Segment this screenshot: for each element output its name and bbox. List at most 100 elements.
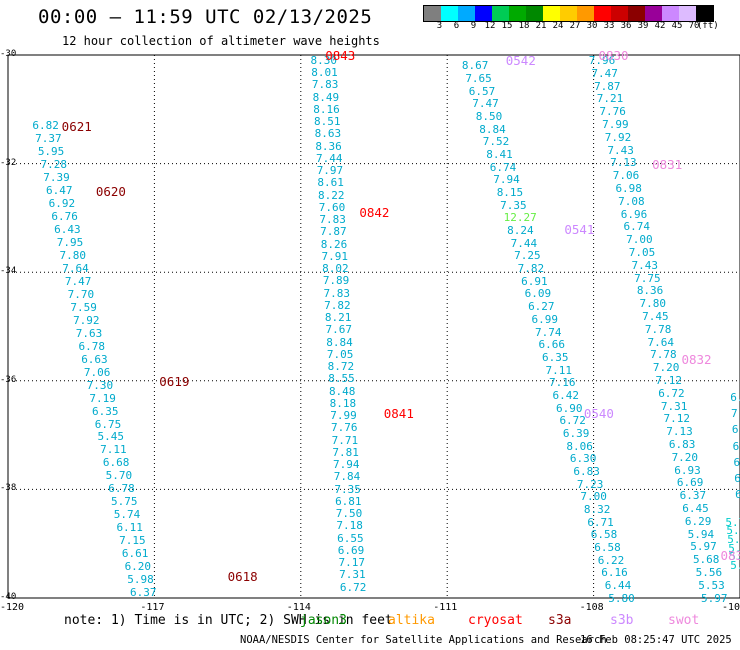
satellite-legend-item: swot xyxy=(668,613,700,628)
legend-label: 9 xyxy=(470,21,477,31)
wave-height-value: 7.17 xyxy=(338,556,365,570)
legend-swatch xyxy=(441,6,458,21)
wave-height-value: 6.72 xyxy=(658,386,685,400)
wave-height-value: 5.67 xyxy=(730,558,740,572)
wave-height-value: 7.11 xyxy=(100,443,127,457)
legend-label: 36 xyxy=(620,21,632,31)
wave-height-value: 8.26 xyxy=(320,237,348,251)
legend-label: 6 xyxy=(453,21,460,31)
wave-height-value: 8.67 xyxy=(461,59,489,73)
wave-height-value: 7.82 xyxy=(517,262,545,276)
wave-height-value: 8.18 xyxy=(329,396,357,410)
pass-label: 0833 xyxy=(720,547,740,563)
legend-label: 12 xyxy=(484,21,496,31)
wave-height-value: 8.30 xyxy=(310,54,338,67)
legend-label: 45 xyxy=(671,21,683,31)
wave-height-value: 6.15 xyxy=(735,488,740,502)
legend-swatch xyxy=(611,6,628,21)
legend-swatch xyxy=(696,6,713,21)
wave-height-value: 7.43 xyxy=(607,143,634,157)
wave-height-value: 7.70 xyxy=(67,287,95,301)
legend-label: 21 xyxy=(535,21,547,31)
wave-height-value: 6.83 xyxy=(573,464,600,478)
wave-height-value: 7.08 xyxy=(618,194,645,208)
legend-swatch xyxy=(645,6,662,21)
wave-height-value: 8.41 xyxy=(486,148,513,162)
wave-height-value: 7.19 xyxy=(89,391,116,405)
wave-height-value: 7.12 xyxy=(663,412,691,426)
wave-height-value: 5.75 xyxy=(111,495,138,509)
legend-label: 18 xyxy=(518,21,530,31)
wave-height-value: 6.90 xyxy=(555,401,583,415)
lon-tick-label: -108 xyxy=(579,602,604,613)
wave-height-value: 7.92 xyxy=(73,313,100,327)
wave-height-value: 6.47 xyxy=(45,184,73,198)
wave-height-value: 7.23 xyxy=(576,477,604,491)
wave-height-value: 7.13 xyxy=(666,425,693,439)
lat-tick-label: -40 xyxy=(0,592,17,602)
wave-height-value: 8.36 xyxy=(636,284,664,298)
wave-height-value: 6.11 xyxy=(116,521,143,535)
wave-height-value: 6.63 xyxy=(81,352,108,366)
wave-height-value: 7.59 xyxy=(70,300,97,314)
lat-tick-label: -38 xyxy=(0,483,17,494)
wave-height-value: 6.42 xyxy=(552,388,579,402)
wave-height-value: 7.06 xyxy=(612,169,640,183)
wave-height-value: 6.93 xyxy=(674,463,701,477)
legend-swatch xyxy=(594,6,611,21)
wave-height-value: 6.20 xyxy=(124,560,152,574)
pass-label: 0831 xyxy=(652,156,683,172)
legend-label: 33 xyxy=(603,21,615,31)
wave-height-value: 7.28 xyxy=(40,158,68,172)
footer-credit: NOAA/NESDIS Center for Satellite Applica… xyxy=(240,634,607,646)
wave-height-value: 6.06 xyxy=(734,472,740,486)
wave-height-value: 6.37 xyxy=(679,489,707,503)
wave-height-value: 7.47 xyxy=(472,97,499,111)
legend-label: 39 xyxy=(637,21,649,31)
wave-height-value: 7.95 xyxy=(56,235,84,249)
wave-height-value: 6.55 xyxy=(337,531,364,545)
wave-height-value: 6.14 xyxy=(733,455,740,469)
wave-height-value: 8.01 xyxy=(311,66,338,80)
legend-label: 15 xyxy=(501,21,513,31)
wave-height-value: 7.94 xyxy=(333,458,360,472)
wave-height-value: 7.39 xyxy=(43,171,70,185)
lon-tick-label: -117 xyxy=(140,602,165,613)
wave-height-value: 8.36 xyxy=(315,139,342,153)
pass-label: 0619 xyxy=(159,373,190,389)
wave-height-value: 5.94 xyxy=(687,527,715,541)
legend-label: 24 xyxy=(552,21,564,31)
legend-label: 30 xyxy=(586,21,598,31)
wave-height-value: 7.52 xyxy=(482,135,510,149)
legend-label: 42 xyxy=(654,21,666,31)
wave-height-value: 5.45 xyxy=(97,430,124,444)
wave-height-value: 6.91 xyxy=(521,274,548,288)
wave-height-value: 8.22 xyxy=(318,188,345,202)
wave-height-value: 7.06 xyxy=(83,365,111,379)
wave-height-value: 7.75 xyxy=(634,271,661,285)
wave-height-value: 6.29 xyxy=(684,514,712,528)
wave-height-value: 6.78 xyxy=(108,482,135,496)
wave-height-value: 5.74 xyxy=(113,508,141,522)
legend-label: 70 xyxy=(688,21,700,31)
wave-height-value: 7.96 xyxy=(588,54,616,67)
wave-height-value: 6.58 xyxy=(594,540,621,554)
wave-height-value: 7.15 xyxy=(731,406,740,420)
lat-tick-label: -32 xyxy=(0,157,17,168)
wave-height-value: 7.15 xyxy=(119,534,146,548)
lat-tick-label: -36 xyxy=(0,374,17,385)
lat-tick-label: -34 xyxy=(0,266,17,277)
wave-height-value: 7.60 xyxy=(318,200,346,214)
pass-label: 0841 xyxy=(383,406,414,422)
wave-height-value: 5.54 xyxy=(729,550,740,564)
wave-height-value: 7.35 xyxy=(500,198,527,212)
wave-height-value: 6.44 xyxy=(604,578,632,592)
wave-height-value: 7.82 xyxy=(324,298,351,312)
wave-height-value: 7.64 xyxy=(647,335,675,349)
wave-height-value: 7.05 xyxy=(326,347,354,361)
wave-height-value: 6.78 xyxy=(78,339,105,353)
wave-height-value: 6.39 xyxy=(562,426,590,440)
wave-height-value: 5.53 xyxy=(698,578,725,592)
wave-height-value: 5.80 xyxy=(608,591,635,605)
legend-swatch xyxy=(424,6,441,21)
